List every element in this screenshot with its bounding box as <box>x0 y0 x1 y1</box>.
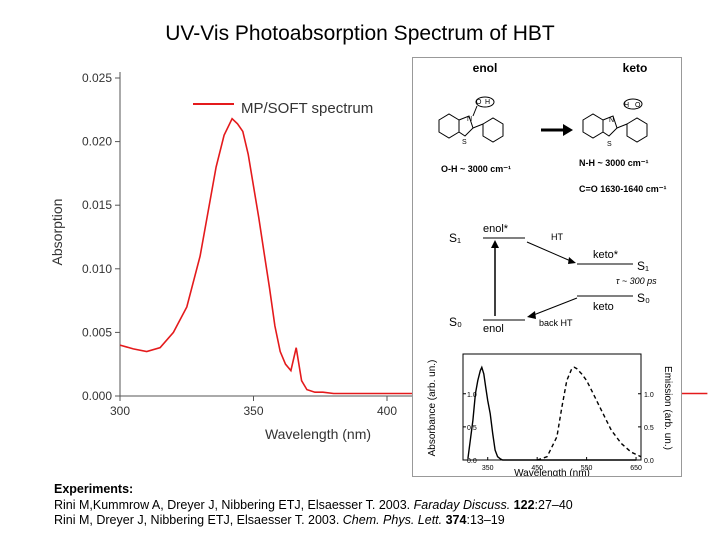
keto-atom-o: O <box>635 102 641 109</box>
keto-atom-s: S <box>607 141 612 148</box>
reference-1-pages: :27–40 <box>534 497 573 512</box>
inset-x-tick-label: 650 <box>630 465 642 472</box>
inset-y2-tick-label: 0.5 <box>644 425 654 432</box>
y-tick-label: 0.015 <box>82 198 112 212</box>
y-tick-label: 0.025 <box>82 71 112 85</box>
y-tick-label: 0.000 <box>82 389 112 403</box>
inset-emission-line <box>536 366 642 461</box>
inset-y2-tick-label: 1.0 <box>644 392 654 399</box>
slide-title: UV-Vis Photoabsorption Spectrum of HBT <box>165 22 555 45</box>
back-ht-label: back HT <box>539 318 573 328</box>
reference-2-journal: Chem. Phys. Lett. <box>342 513 443 527</box>
keto-atom-n: N <box>609 117 614 124</box>
enol-title: enol <box>473 61 498 75</box>
y-axis-ticks: 0.000 0.005 0.010 0.015 0.020 0.025 <box>82 71 120 403</box>
inset-y-title: Absorbance (arb. un.) <box>427 360 438 457</box>
inset-y-tick-label: 1.0 <box>467 392 477 399</box>
legend-label: MP/SOFT spectrum <box>241 100 373 117</box>
s0-left-label: S₀ <box>449 315 462 329</box>
ht-label: HT <box>551 232 563 242</box>
enol-atom-n: N <box>467 116 472 123</box>
back-ht-arrow <box>530 297 578 317</box>
series-line-mpsoft <box>119 117 708 395</box>
reference-1-journal: Faraday Discuss. <box>413 497 511 512</box>
inset-x-title: Wavelength (nm) <box>514 468 590 476</box>
inset-absorbance-line <box>467 365 637 461</box>
inset-panel: enol keto O H N S H O N S <box>412 57 682 479</box>
inset-x-tick-label: 450 <box>531 465 543 472</box>
y-tick-label: 0.005 <box>82 325 112 339</box>
s1-right-label: S₁ <box>637 259 649 273</box>
tau-label: τ ~ 300 ps <box>616 276 657 286</box>
s1-left-label: S₁ <box>449 231 461 245</box>
x-axis-title: Wavelength (nm) <box>265 426 371 442</box>
enol-atom-h: H <box>485 99 490 106</box>
inset-y2-title: Emission (arb. un.) <box>662 366 673 450</box>
inset-x-tick-label: 350 <box>482 465 494 472</box>
y-axis-title: Absorption <box>49 199 65 266</box>
main-plot-frame <box>119 72 412 397</box>
inset-y2-tick-label: 0.0 <box>644 458 654 465</box>
inset-x-tick-label: 550 <box>581 465 593 472</box>
keto-atom-h: H <box>624 102 629 109</box>
enol-molecule <box>438 96 504 143</box>
y-tick-label: 0.020 <box>82 135 112 149</box>
keto-mode-co: C=O 1630-1640 cm⁻¹ <box>579 184 667 194</box>
keto-star-label: keto* <box>593 249 619 261</box>
reference-1: Rini M,Kummrow A, Dreyer J, Nibbering ET… <box>54 498 573 514</box>
x-tick-label: 350 <box>243 404 263 418</box>
x-tick-label: 300 <box>110 404 130 418</box>
references-header: Experiments: <box>54 482 134 496</box>
references: Experiments: Rini M,Kummrow A, Dreyer J,… <box>54 482 573 529</box>
enol-mode-label: O-H ~ 3000 cm⁻¹ <box>441 164 511 174</box>
keto-ground-label: keto <box>593 301 614 313</box>
enol-star-label: enol* <box>483 223 509 235</box>
ht-arrow-icon <box>541 124 573 136</box>
enol-atom-o: O <box>476 99 482 106</box>
keto-title: keto <box>623 61 648 75</box>
inset-figure: enol keto O H N S H O N S <box>427 61 673 479</box>
s0-right-label: S₀ <box>637 291 650 305</box>
y-tick-label: 0.010 <box>82 262 112 276</box>
legend: MP/SOFT spectrum <box>193 100 373 117</box>
inset-y-tick-label: 0.0 <box>467 458 477 465</box>
inset-chart-frame <box>462 353 642 461</box>
enol-atom-s: S <box>462 139 467 146</box>
energy-diagram: S₁ S₀ enol* enol HT keto* S₁ τ ~ 300 ps … <box>449 223 657 335</box>
reference-1-authors: Rini M,Kummrow A, Dreyer J, Nibbering ET… <box>54 497 414 512</box>
x-tick-label: 400 <box>377 404 397 418</box>
reference-1-volume: 122 <box>510 497 535 512</box>
reference-2-authors: Rini M, Dreyer J, Nibbering ETJ, Elsaess… <box>54 513 343 527</box>
reference-2-pages: :13–19 <box>466 513 505 527</box>
reference-2-volume: 374 <box>442 513 467 527</box>
ht-arrow <box>526 241 574 263</box>
keto-mode-nh: N-H ~ 3000 cm⁻¹ <box>579 158 649 168</box>
enol-ground-label: enol <box>483 323 504 335</box>
reference-2: Rini M, Dreyer J, Nibbering ETJ, Elsaess… <box>54 513 573 529</box>
keto-molecule <box>582 98 648 143</box>
